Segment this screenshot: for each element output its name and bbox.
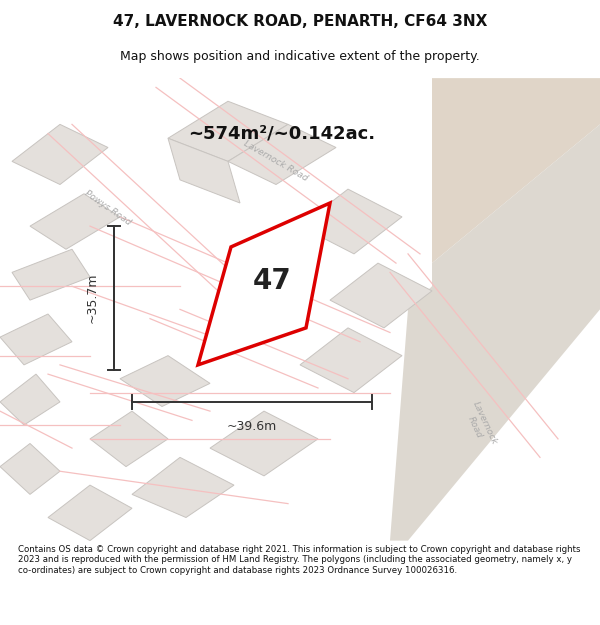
Polygon shape (120, 356, 210, 406)
Text: ~574m²/~0.142ac.: ~574m²/~0.142ac. (188, 124, 376, 142)
Polygon shape (198, 203, 330, 365)
Polygon shape (300, 328, 402, 392)
Polygon shape (0, 314, 72, 365)
Polygon shape (48, 485, 132, 541)
Polygon shape (168, 138, 240, 203)
Polygon shape (30, 194, 120, 249)
Polygon shape (12, 124, 108, 184)
Polygon shape (132, 458, 234, 518)
Text: 47, LAVERNOCK ROAD, PENARTH, CF64 3NX: 47, LAVERNOCK ROAD, PENARTH, CF64 3NX (113, 14, 487, 29)
Polygon shape (168, 101, 288, 161)
Text: Contains OS data © Crown copyright and database right 2021. This information is : Contains OS data © Crown copyright and d… (18, 545, 581, 574)
Text: Powys Road: Powys Road (83, 188, 133, 227)
Text: Lavernock
Road: Lavernock Road (461, 400, 499, 450)
Polygon shape (432, 78, 600, 263)
Polygon shape (390, 124, 600, 541)
Polygon shape (228, 124, 336, 184)
Text: Map shows position and indicative extent of the property.: Map shows position and indicative extent… (120, 50, 480, 62)
Polygon shape (90, 411, 168, 467)
Text: 47: 47 (253, 267, 292, 295)
Polygon shape (330, 263, 432, 328)
Text: Lavernock Road: Lavernock Road (242, 139, 310, 183)
Polygon shape (0, 374, 60, 425)
Text: ~35.7m: ~35.7m (86, 272, 99, 323)
Polygon shape (0, 444, 60, 494)
Polygon shape (210, 411, 318, 476)
Text: ~39.6m: ~39.6m (227, 421, 277, 433)
Polygon shape (12, 249, 90, 300)
Polygon shape (300, 189, 402, 254)
